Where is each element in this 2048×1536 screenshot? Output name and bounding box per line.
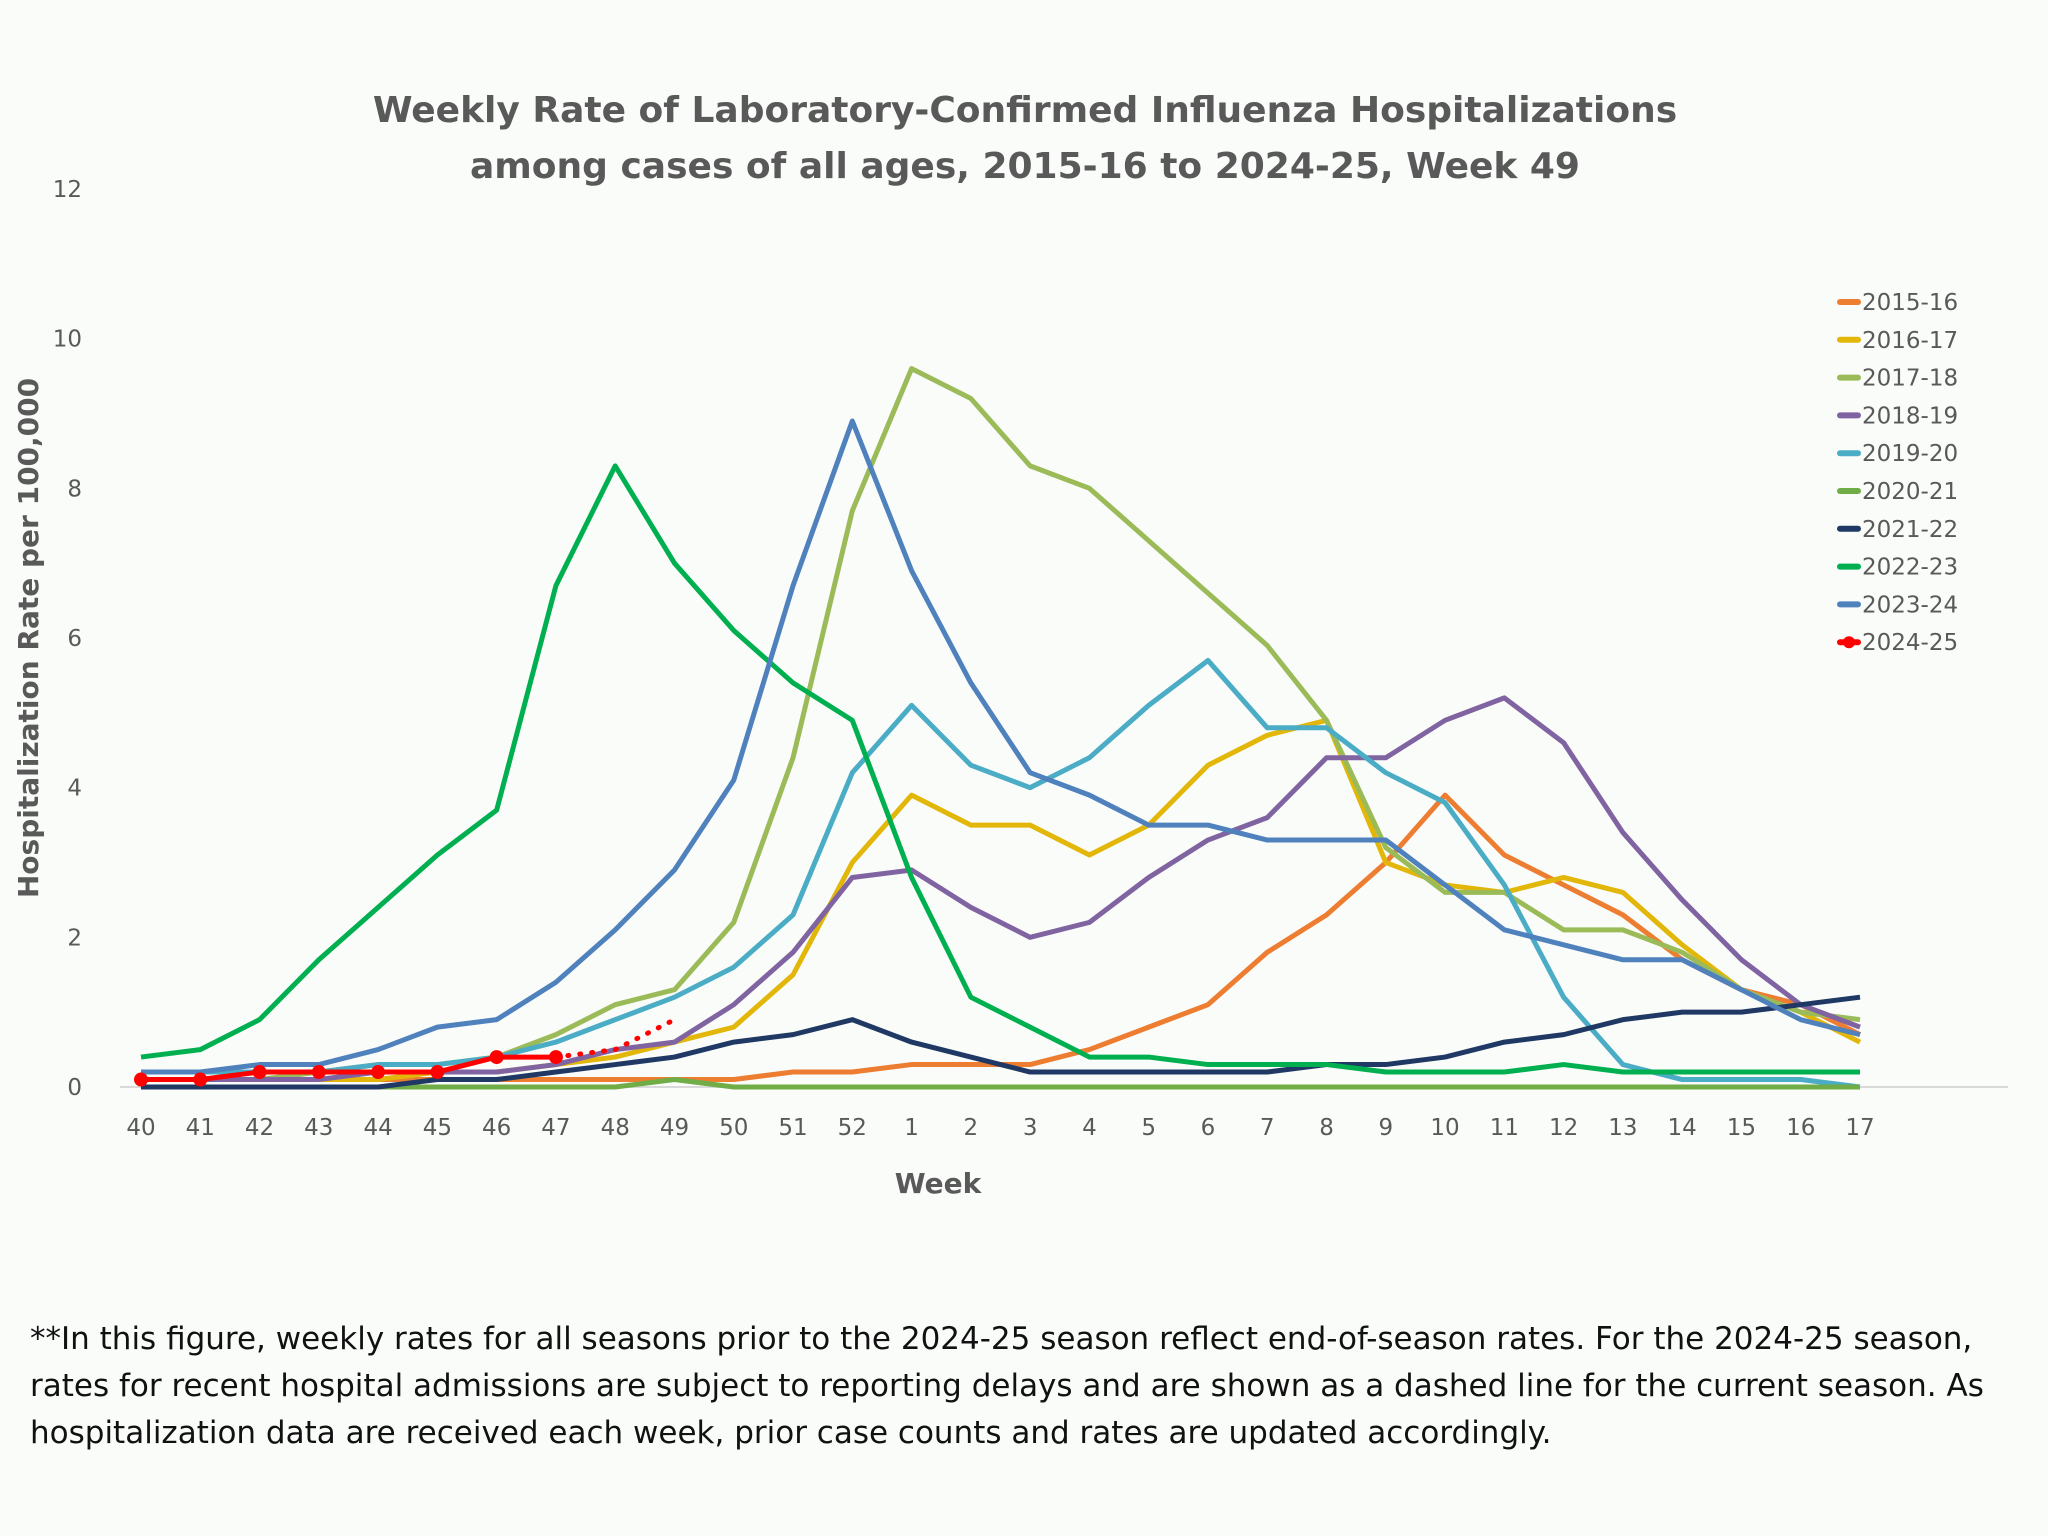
x-tick-label: 6 xyxy=(1201,1115,1216,1141)
series-lines xyxy=(134,366,1862,1090)
legend-item: 2016-17 xyxy=(1837,328,1958,354)
series-2024-25-marker xyxy=(548,1050,563,1065)
y-axis-title: Hospitalization Rate per 100,000 xyxy=(12,378,45,898)
x-tick-label: 16 xyxy=(1786,1115,1815,1141)
y-tick-label: 8 xyxy=(67,476,82,502)
x-tick-label: 7 xyxy=(1260,1115,1275,1141)
x-tick-label: 44 xyxy=(363,1115,392,1141)
x-tick-label: 50 xyxy=(719,1115,748,1141)
legend-label: 2024-25 xyxy=(1862,630,1958,656)
x-tick-label: 45 xyxy=(423,1115,452,1141)
legend-item: 2015-16 xyxy=(1837,290,1958,316)
y-tick-label: 12 xyxy=(53,177,82,203)
x-tick-label: 42 xyxy=(245,1115,274,1141)
x-tick-label: 10 xyxy=(1430,1115,1459,1141)
x-tick-label: 41 xyxy=(186,1115,215,1141)
legend-label: 2022-23 xyxy=(1862,555,1958,581)
x-tick-label: 11 xyxy=(1490,1115,1519,1141)
x-axis-title: Week xyxy=(895,1167,983,1200)
legend-item: 2023-24 xyxy=(1837,592,1958,618)
chart-title-line-2: among cases of all ages, 2015-16 to 2024… xyxy=(470,146,1580,187)
x-tick-label: 14 xyxy=(1668,1115,1697,1141)
x-tick-label: 9 xyxy=(1378,1115,1393,1141)
legend-item: 2022-23 xyxy=(1837,555,1958,581)
footnote: **In this figure, weekly rates for all s… xyxy=(30,1321,1984,1451)
x-tick-label: 5 xyxy=(1141,1115,1156,1141)
legend-label: 2016-17 xyxy=(1862,328,1958,354)
x-tick-label: 12 xyxy=(1549,1115,1578,1141)
x-tick-label: 13 xyxy=(1608,1115,1637,1141)
chart-title-line-1: Weekly Rate of Laboratory-Confirmed Infl… xyxy=(373,90,1677,131)
x-tick-label: 4 xyxy=(1082,1115,1097,1141)
y-tick-label: 0 xyxy=(67,1075,82,1101)
x-tick-label: 48 xyxy=(601,1115,630,1141)
x-tick-label: 43 xyxy=(304,1115,333,1141)
y-tick-label: 10 xyxy=(53,327,82,353)
legend-item: 2024-25 xyxy=(1837,630,1958,656)
x-tick-labels: 40 41 42 43 44 45 46 47 48 49 50 51 52 1 2 3 4 5 6 7 8 9 10 11 1… xyxy=(126,1115,1874,1141)
x-tick-label: 49 xyxy=(660,1115,689,1141)
series-2024-25-marker xyxy=(311,1065,326,1080)
legend-item: 2021-22 xyxy=(1837,517,1958,543)
series-2015-16-line xyxy=(141,792,1862,1083)
legend-item: 2017-18 xyxy=(1837,366,1958,392)
legend-label: 2018-19 xyxy=(1862,403,1958,429)
series-2024-25-marker xyxy=(489,1050,504,1065)
x-tick-label: 51 xyxy=(778,1115,807,1141)
x-tick-label: 3 xyxy=(1023,1115,1038,1141)
legend-label: 2023-24 xyxy=(1862,592,1958,618)
x-tick-label: 15 xyxy=(1727,1115,1756,1141)
series-2024-25-line xyxy=(141,1054,556,1083)
x-tick-label: 46 xyxy=(482,1115,511,1141)
legend-label: 2020-21 xyxy=(1862,479,1958,505)
series-2024-25-marker xyxy=(430,1065,445,1080)
x-tick-label: 17 xyxy=(1845,1115,1874,1141)
legend-item: 2020-21 xyxy=(1837,479,1958,505)
x-tick-label: 52 xyxy=(838,1115,867,1141)
legend-label: 2015-16 xyxy=(1862,290,1958,316)
x-tick-label: 40 xyxy=(126,1115,155,1141)
x-tick-label: 8 xyxy=(1319,1115,1334,1141)
legend-marker xyxy=(1843,636,1855,649)
legend-label: 2017-18 xyxy=(1862,366,1958,392)
series-2020-21-line xyxy=(141,1077,1860,1090)
series-2021-22-line xyxy=(141,994,1861,1090)
legend-label: 2021-22 xyxy=(1862,517,1958,543)
series-2024-25-marker xyxy=(252,1065,267,1080)
legend-item: 2018-19 xyxy=(1837,403,1958,429)
x-tick-label: 1 xyxy=(904,1115,919,1141)
x-tick-label: 2 xyxy=(964,1115,979,1141)
series-2019-20-line xyxy=(141,657,1861,1090)
y-tick-label: 2 xyxy=(67,925,82,951)
series-2022-23-line xyxy=(140,463,1860,1075)
y-tick-labels: 0 2 4 6 8 10 12 xyxy=(53,177,82,1101)
y-tick-label: 6 xyxy=(67,626,82,652)
y-tick-label: 4 xyxy=(67,776,82,802)
series-2024-25-marker xyxy=(134,1072,148,1087)
series-2024-25-marker xyxy=(371,1065,386,1080)
series-2024-25-marker xyxy=(193,1072,208,1087)
x-tick-label: 47 xyxy=(541,1115,570,1141)
legend-label: 2019-20 xyxy=(1862,441,1958,467)
series-2023-24-line xyxy=(141,418,1861,1075)
legend: 2015-16 2016-17 2017-18 2018-19 2019-20 2020-… xyxy=(1837,290,1958,656)
legend-item: 2019-20 xyxy=(1837,441,1958,467)
series-2024-25-dashed-line xyxy=(553,1017,677,1060)
